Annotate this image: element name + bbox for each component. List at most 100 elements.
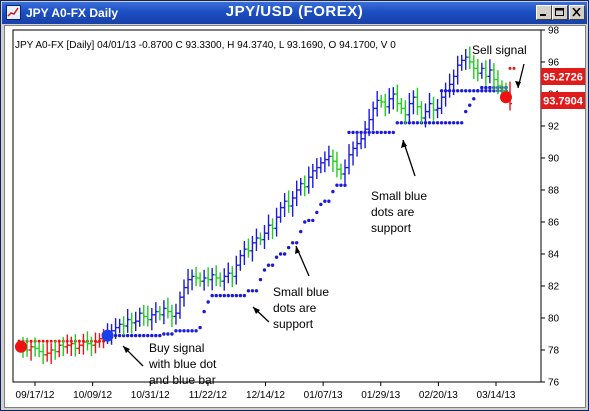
price-badge-lower-value: 93.7904 xyxy=(543,96,584,108)
support-dot xyxy=(484,85,488,90)
price-chart[interactable]: 76788082848688909294969809/17/1210/09/12… xyxy=(5,26,585,407)
support-dot xyxy=(290,241,295,245)
support-dot xyxy=(464,109,468,114)
support-dot xyxy=(447,121,452,125)
price-badge-lower: 93.7904 xyxy=(541,92,585,109)
support-dot xyxy=(451,121,456,125)
support-dot xyxy=(214,293,218,298)
support-dot xyxy=(150,333,154,338)
annotation-support-left-line1: Small blue xyxy=(273,285,329,299)
support-dot xyxy=(190,329,194,333)
support-dot xyxy=(146,333,150,338)
support-dot xyxy=(125,333,130,338)
resistance-dot xyxy=(49,339,53,343)
maximize-icon xyxy=(555,8,564,16)
support-dot xyxy=(210,293,214,298)
support-dot xyxy=(234,293,239,298)
support-dot xyxy=(142,333,146,338)
support-dot xyxy=(492,89,496,93)
support-dot xyxy=(226,293,230,298)
x-tick-label: 03/14/13 xyxy=(477,390,516,401)
support-dot xyxy=(303,220,307,224)
support-dot xyxy=(455,89,460,93)
title-bar[interactable]: JPY A0-FX Daily JPY/USD (FOREX) xyxy=(2,2,587,24)
chart-area[interactable]: 76788082848688909294969809/17/1210/09/12… xyxy=(4,25,586,408)
buy-signal-marker xyxy=(101,329,114,342)
support-dot xyxy=(170,332,174,336)
resistance-dot xyxy=(508,66,512,70)
close-button[interactable] xyxy=(569,5,585,20)
close-icon xyxy=(572,8,581,17)
x-tick-label: 12/14/12 xyxy=(246,390,285,401)
annotation-sell: Sell signal xyxy=(472,43,527,89)
support-dot xyxy=(383,130,387,135)
support-dot xyxy=(202,309,206,314)
resistance-dot xyxy=(37,339,41,343)
x-tick-label: 02/20/13 xyxy=(419,390,458,401)
x-tick-label: 01/29/13 xyxy=(361,390,400,401)
support-dot xyxy=(379,130,383,135)
resistance-dot xyxy=(512,66,516,70)
support-dot xyxy=(206,300,210,304)
support-dot xyxy=(282,252,287,256)
support-dot xyxy=(399,121,404,125)
support-dot xyxy=(218,293,222,298)
maximize-button[interactable] xyxy=(552,5,568,20)
annotation-support-right: Small blue dots are support xyxy=(371,139,427,235)
minimize-button[interactable] xyxy=(536,5,552,20)
support-dot xyxy=(158,333,162,338)
support-dot xyxy=(262,268,267,272)
annotation-support-left-line3: support xyxy=(273,317,314,331)
support-dot xyxy=(464,89,468,93)
annotation-buy-line3: and blue bar xyxy=(149,373,216,387)
support-dot xyxy=(480,85,484,90)
price-bars-layer xyxy=(17,46,512,365)
y-tick-label: 98 xyxy=(548,26,560,37)
resistance-dot xyxy=(45,339,49,343)
x-tick-label: 11/22/12 xyxy=(189,390,228,401)
x-tick-label: 09/17/12 xyxy=(16,390,55,401)
support-dot xyxy=(319,202,323,207)
support-dot xyxy=(258,277,263,282)
annotation-support-right-line1: Small blue xyxy=(371,189,427,203)
support-dot xyxy=(371,130,375,135)
support-dot xyxy=(315,210,319,215)
support-dot xyxy=(182,329,186,333)
y-tick-label: 86 xyxy=(548,218,560,229)
support-dot xyxy=(266,263,271,267)
price-badge-upper: 95.2726 xyxy=(541,68,585,85)
support-dot xyxy=(166,332,170,336)
y-tick-label: 84 xyxy=(548,250,560,261)
support-dot xyxy=(472,89,476,93)
support-dot xyxy=(427,121,432,125)
y-tick-label: 88 xyxy=(548,186,560,197)
support-dot xyxy=(194,329,198,333)
support-dot xyxy=(162,332,166,336)
y-tick-label: 96 xyxy=(548,58,560,69)
support-dot xyxy=(387,130,391,135)
support-dot xyxy=(476,89,480,93)
support-dot xyxy=(186,329,190,333)
support-dot xyxy=(138,333,142,338)
support-dot xyxy=(222,293,226,298)
support-dots-layer xyxy=(17,66,516,343)
support-dot xyxy=(270,263,275,267)
support-dot xyxy=(395,121,400,125)
support-dot xyxy=(375,130,379,135)
support-dot xyxy=(134,333,138,338)
support-dot xyxy=(443,121,448,125)
y-tick-label: 92 xyxy=(548,122,560,133)
price-info-line: JPY A0-FX [Daily] 04/01/13 -0.8700 C 93.… xyxy=(15,40,396,51)
annotation-buy-line2: with blue dot xyxy=(148,357,217,371)
x-tick-label: 10/31/12 xyxy=(131,390,170,401)
support-dot xyxy=(415,121,420,125)
annotation-support-left-line2: dots are xyxy=(273,301,317,315)
support-dot xyxy=(439,89,444,93)
initial-sell-marker xyxy=(15,340,27,353)
support-dot xyxy=(435,121,440,125)
plot-border xyxy=(12,29,542,383)
support-dot xyxy=(488,89,492,93)
support-dot xyxy=(178,329,182,333)
support-dot xyxy=(174,329,178,333)
